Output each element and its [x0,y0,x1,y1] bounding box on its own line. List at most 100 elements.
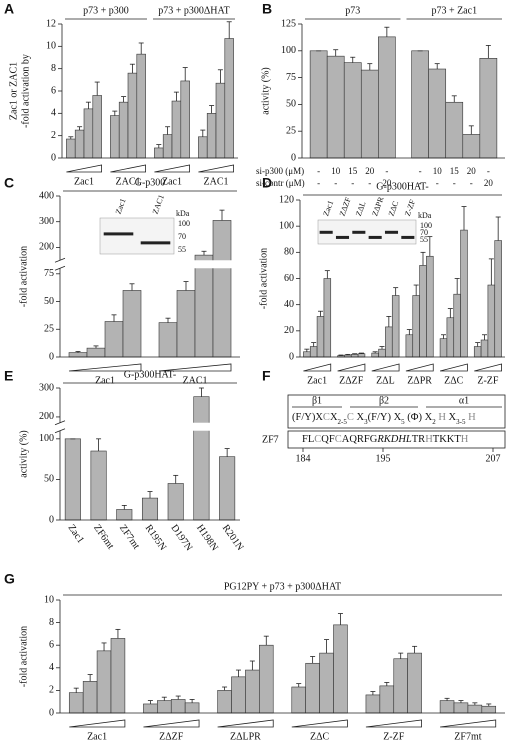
error-bar [370,691,376,695]
error-bar [420,251,426,266]
sequence-segment: TKKT [433,434,462,445]
bar [118,101,129,159]
error-bar [138,42,144,55]
error-bar [488,258,494,286]
error-bar [173,91,179,102]
condition-label: si-contr (μM) [256,178,305,188]
error-bar [156,144,162,148]
bar [104,321,124,358]
x-tick-label: ZAC1 [204,176,229,187]
motif-segment: X [391,412,402,423]
bar [343,62,362,159]
condition-cell: 10 [433,166,443,176]
bar [86,347,106,358]
dose-wedge [198,164,235,173]
motif-segment: X [446,412,457,423]
inset-band [368,235,382,239]
motif-segment: C [323,412,330,423]
y-axis-label: Zac1 or ZAC1 [8,62,19,120]
sequence-segment: RKDHL [376,434,412,445]
structure-label: β1 [312,395,322,406]
error-bar [115,628,121,639]
error-bar [454,278,460,295]
error-bar [121,96,127,103]
error-bar [352,353,358,355]
error-bar [68,136,74,140]
y-tick-label: 0 [51,152,56,163]
panel-label: B [262,1,272,17]
bar [378,36,396,159]
bar [379,685,395,714]
error-bar [359,352,364,354]
condition-cell: - [368,178,371,188]
error-bar [96,438,102,452]
x-tick-label: ZF7mt [454,731,481,742]
condition-cell: - [453,178,456,188]
error-bar [482,334,487,340]
bar [385,326,393,358]
group-header: G-p300HAT- [376,181,428,192]
bar [167,483,184,521]
condition-cell: - [351,178,354,188]
x-tick-label: ZΔLPR [230,731,261,742]
error-bar [112,110,118,116]
x-tick-label: ZΔZF [339,375,364,386]
panel-label: C [4,175,14,191]
y-tick-label: 2 [49,685,54,696]
error-bar [85,101,91,109]
error-bar [338,354,344,356]
y-tick-label: 25 [286,125,296,136]
y-tick-label: 400 [39,190,54,201]
bar [212,220,232,358]
error-bar [77,126,83,131]
bar [143,703,158,714]
error-bar [249,660,255,671]
error-bar [318,310,323,317]
error-bar [73,687,79,693]
error-bar [87,674,93,682]
motif-segment: 2-5 [338,418,348,426]
error-bar [495,216,501,241]
error-bar [441,334,446,339]
inset-band [335,235,350,239]
bar [319,652,334,714]
error-bar [129,63,135,74]
break-mark [54,420,66,426]
y-tick-label: 100 [39,433,54,444]
error-bar [427,236,433,257]
error-bar [175,695,181,700]
x-tick-label: Zac1 [95,375,115,386]
y-tick-label: 50 [286,99,296,110]
sequence-segment: H [461,434,469,445]
sequence-segment: C [314,434,321,445]
y-tick-label: 8 [51,63,56,74]
group-header: PG12PY + p73 + p300ΔHAT [224,581,341,592]
bar [110,115,120,159]
error-bar [183,281,189,291]
inset-marker: 70 [178,232,186,241]
y-tick-label: 100 [279,220,294,231]
break-mark [54,257,66,263]
y-axis-label: -fold activation by [20,54,31,128]
y-tick-label: 300 [39,216,54,227]
error-bar [173,474,179,484]
motif-segment: C [347,412,354,423]
group-header: G-p300HAT- [124,369,176,380]
bar [176,290,196,358]
y-tick-label: 2 [51,130,56,141]
bar [309,346,318,358]
error-bar [472,702,478,706]
y-tick-label: 6 [49,639,54,650]
motif-segment: H [465,412,476,423]
inset-band [319,230,333,234]
motif-segment: 5 [401,418,405,426]
bar [158,322,178,358]
bar [154,147,164,159]
condition-label: si-p300 (μM) [256,166,304,176]
bar [96,650,112,714]
condition-cell: - [334,178,337,188]
error-bar [75,351,81,353]
inset-unit: kDa [418,211,432,220]
position-label: 207 [486,453,501,464]
